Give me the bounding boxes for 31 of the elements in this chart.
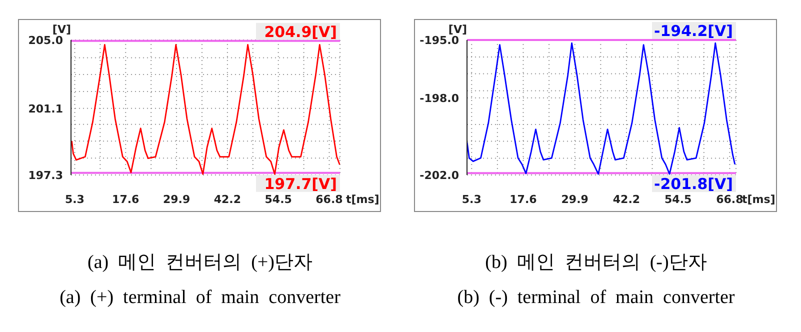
x-axis-title: t[ms] bbox=[346, 193, 380, 206]
text: (b) 메인 컨버터의 (-)단자 bbox=[484, 251, 708, 275]
x-tick-label: 5.3 bbox=[64, 192, 84, 206]
text: (a) (+) terminal of main converter bbox=[58, 286, 342, 310]
x-tick-label: 5.3 bbox=[462, 192, 482, 206]
x-tick-label: 66.8 bbox=[716, 192, 744, 206]
x-tick-label: 42.2 bbox=[612, 192, 640, 206]
y-tick-label: -195.0 bbox=[420, 34, 460, 47]
text: (b) (-) terminal of main converter bbox=[456, 286, 736, 310]
y-axis-title: [V] bbox=[52, 23, 71, 36]
y-tick-label: 197.3 bbox=[28, 168, 63, 182]
ref-line-label: -201.8[V] bbox=[654, 175, 733, 194]
x-tick-label: 54.5 bbox=[264, 192, 292, 206]
x-tick-label: 17.6 bbox=[510, 192, 538, 206]
y-axis-title: [V] bbox=[448, 23, 467, 36]
text: (a) 메인 컨버터의 (+)단자 bbox=[86, 251, 314, 275]
ref-line-label: 204.9[V] bbox=[264, 22, 337, 41]
x-axis-title: t[ms] bbox=[742, 193, 776, 206]
x-tick-label: 17.6 bbox=[112, 192, 140, 206]
x-tick-label: 66.8 bbox=[316, 192, 343, 206]
y-tick-label: 201.1 bbox=[28, 102, 63, 116]
x-tick-label: 54.5 bbox=[664, 192, 692, 206]
y-tick-label: -202.0 bbox=[420, 168, 460, 182]
x-tick-label: 29.9 bbox=[162, 192, 190, 206]
x-tick-label: 42.2 bbox=[214, 192, 242, 206]
line-series bbox=[467, 42, 736, 175]
y-tick-label: -198.0 bbox=[420, 92, 460, 105]
x-tick-label: 29.9 bbox=[561, 192, 588, 206]
ref-line-label: -194.2[V] bbox=[654, 22, 733, 40]
ref-line-label: 197.7[V] bbox=[264, 174, 337, 193]
y-tick-label: 205.0 bbox=[28, 34, 64, 47]
